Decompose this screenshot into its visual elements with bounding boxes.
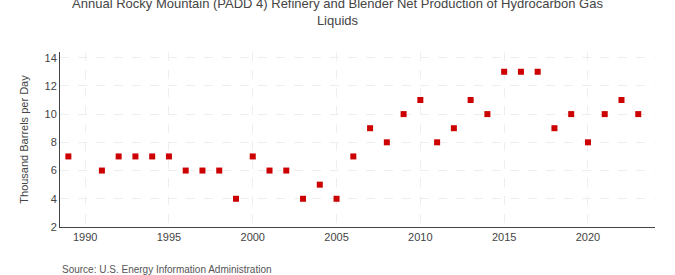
svg-text:8: 8 (51, 136, 57, 148)
svg-text:4: 4 (51, 193, 57, 205)
svg-text:2000: 2000 (241, 231, 265, 243)
svg-text:6: 6 (51, 164, 57, 176)
svg-text:10: 10 (45, 108, 57, 120)
svg-text:Source: U.S. Energy Informatio: Source: U.S. Energy Information Administ… (62, 264, 272, 275)
svg-text:2: 2 (51, 221, 57, 233)
svg-text:1995: 1995 (157, 231, 181, 243)
svg-text:Annual Rocky Mountain (PADD 4): Annual Rocky Mountain (PADD 4) Refinery … (72, 0, 603, 28)
svg-text:2005: 2005 (324, 231, 348, 243)
svg-text:2020: 2020 (576, 231, 600, 243)
svg-text:14: 14 (45, 52, 57, 64)
svg-text:2010: 2010 (408, 231, 432, 243)
svg-text:Thousand Barrels per Day: Thousand Barrels per Day (18, 75, 30, 204)
svg-text:2015: 2015 (492, 231, 516, 243)
svg-text:1990: 1990 (73, 231, 97, 243)
svg-text:12: 12 (45, 80, 57, 92)
